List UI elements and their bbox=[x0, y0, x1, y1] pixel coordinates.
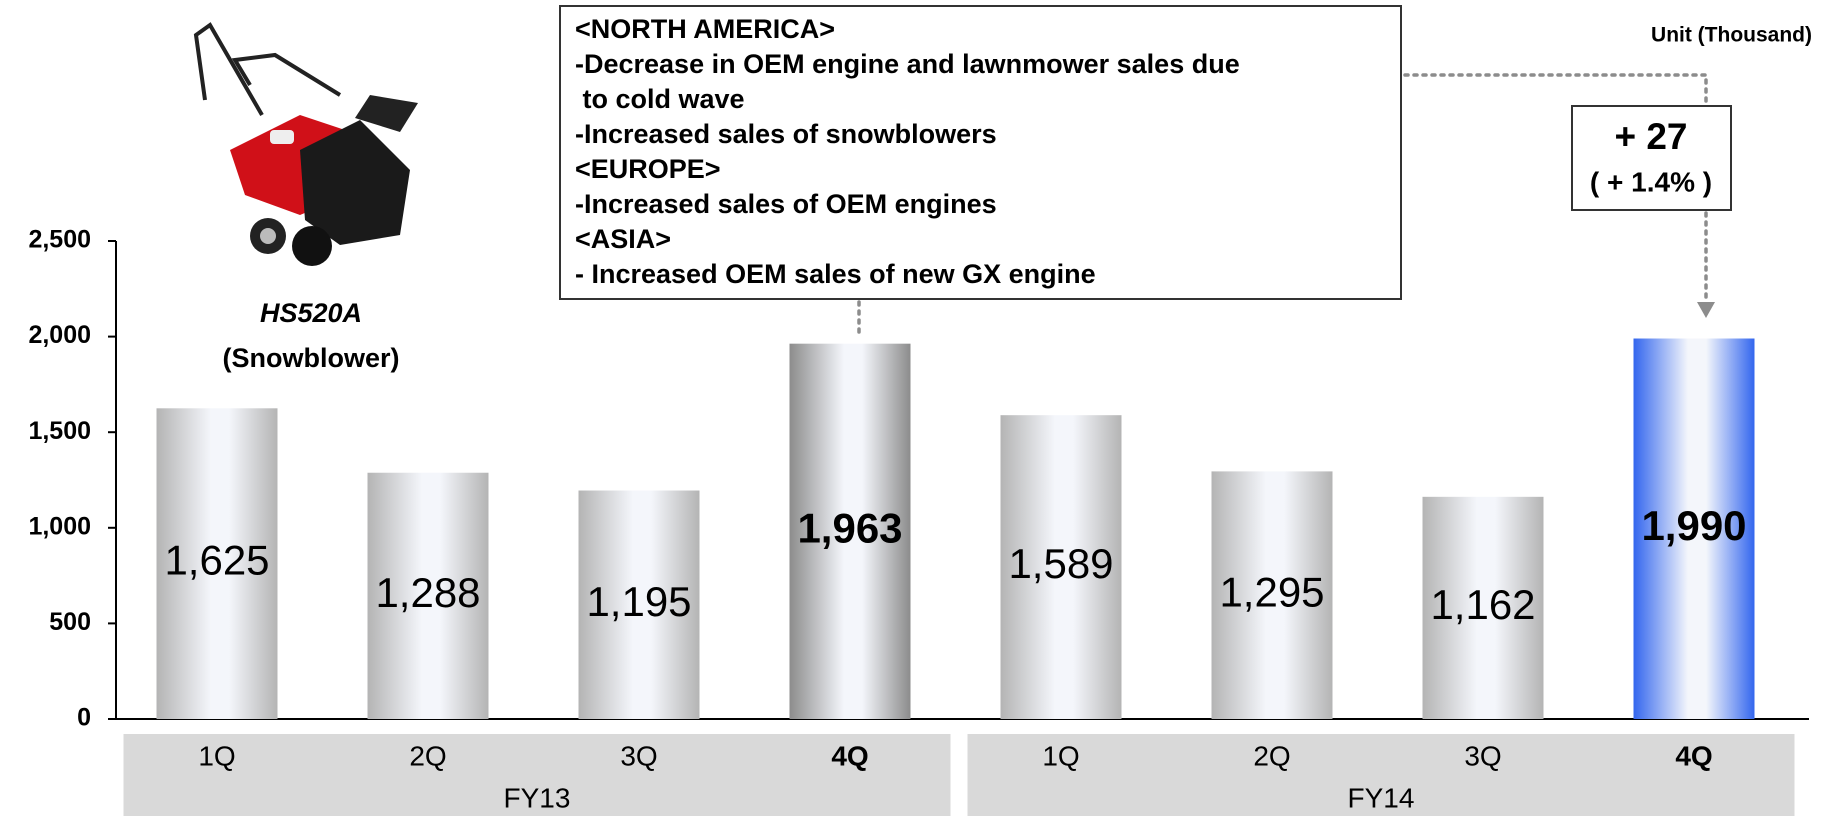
annotation-line: -Increased sales of OEM engines bbox=[575, 189, 997, 219]
product-image bbox=[193, 22, 418, 266]
value-label: 1,195 bbox=[586, 578, 691, 625]
group-label: FY13 bbox=[504, 782, 571, 813]
bar bbox=[1211, 471, 1333, 719]
bar bbox=[789, 343, 911, 719]
y-tick-label: 2,500 bbox=[28, 226, 91, 254]
x-tick-label: 4Q bbox=[1675, 740, 1712, 771]
change-percent: ( + 1.4% ) bbox=[1590, 166, 1712, 197]
annotation-line: - Increased OEM sales of new GX engine bbox=[575, 259, 1096, 289]
x-tick-label: 3Q bbox=[620, 740, 657, 771]
unit-label: Unit (Thousand) bbox=[1651, 24, 1812, 47]
bar bbox=[1422, 496, 1544, 719]
annotation-line: <ASIA> bbox=[575, 224, 671, 254]
y-tick-label: 500 bbox=[49, 608, 91, 636]
category-band bbox=[967, 734, 1795, 816]
category-band bbox=[123, 734, 951, 816]
annotation-line: <NORTH AMERICA> bbox=[575, 14, 835, 44]
arrow-head bbox=[1697, 302, 1715, 318]
annotation-box bbox=[559, 5, 1402, 300]
x-tick-label: 1Q bbox=[198, 740, 235, 771]
change-box bbox=[1571, 105, 1732, 211]
bar bbox=[578, 490, 700, 719]
value-label: 1,288 bbox=[375, 569, 480, 616]
bar bbox=[367, 472, 489, 719]
bar bbox=[1000, 415, 1122, 719]
group-label: FY14 bbox=[1348, 782, 1415, 813]
y-tick-label: 1,500 bbox=[28, 417, 91, 445]
x-tick-label: 4Q bbox=[831, 740, 868, 771]
y-tick-label: 0 bbox=[77, 704, 91, 732]
value-label: 1,990 bbox=[1641, 502, 1746, 549]
annotation-line: -Decrease in OEM engine and lawnmower sa… bbox=[575, 49, 1240, 79]
annotation-line: to cold wave bbox=[575, 84, 745, 114]
bar bbox=[1633, 338, 1755, 719]
change-amount: + 27 bbox=[1614, 116, 1687, 157]
product-model: HS520A bbox=[260, 298, 362, 328]
value-label: 1,625 bbox=[164, 537, 269, 584]
x-tick-label: 1Q bbox=[1042, 740, 1079, 771]
annotation-line: <EUROPE> bbox=[575, 154, 721, 184]
product-description: (Snowblower) bbox=[223, 343, 400, 373]
bar bbox=[156, 408, 278, 719]
value-label: 1,295 bbox=[1219, 568, 1324, 615]
connector bbox=[1403, 73, 1708, 106]
y-tick-label: 2,000 bbox=[28, 321, 91, 349]
value-label: 1,589 bbox=[1008, 540, 1113, 587]
annotation-line: -Increased sales of snowblowers bbox=[575, 119, 997, 149]
y-tick-label: 1,000 bbox=[28, 512, 91, 540]
value-label: 1,162 bbox=[1430, 581, 1535, 628]
x-tick-label: 3Q bbox=[1464, 740, 1501, 771]
value-label: 1,963 bbox=[797, 504, 902, 551]
x-tick-label: 2Q bbox=[1253, 740, 1290, 771]
x-tick-label: 2Q bbox=[409, 740, 446, 771]
